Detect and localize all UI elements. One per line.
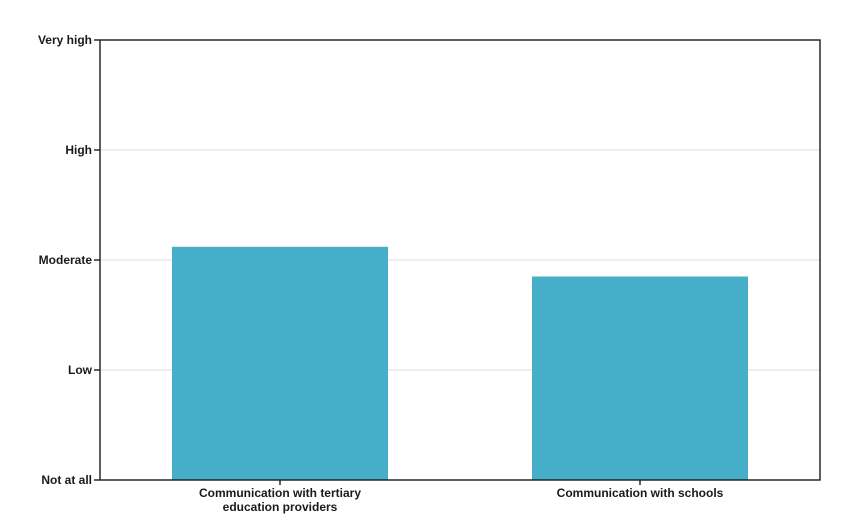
- y-tick-label: Moderate: [39, 253, 93, 267]
- bar: [532, 276, 748, 480]
- y-tick-label: Low: [68, 363, 93, 377]
- x-tick-label: Communication with tertiary education pro…: [199, 486, 361, 514]
- bar: [172, 246, 388, 480]
- y-tick-label: Very high: [38, 33, 92, 47]
- x-tick-label-line: Communication with tertiary: [199, 486, 361, 500]
- y-axis: Not at all Low Moderate High Very high: [38, 33, 100, 487]
- x-axis: Communication with tertiary education pro…: [199, 480, 724, 514]
- y-tick-label: Not at all: [41, 473, 92, 487]
- x-tick-label-line: Communication with schools: [557, 486, 724, 500]
- x-tick-label: Communication with schools: [557, 486, 724, 500]
- bars: [172, 246, 748, 480]
- x-tick-label-line: education providers: [223, 500, 338, 514]
- y-tick-label: High: [65, 143, 92, 157]
